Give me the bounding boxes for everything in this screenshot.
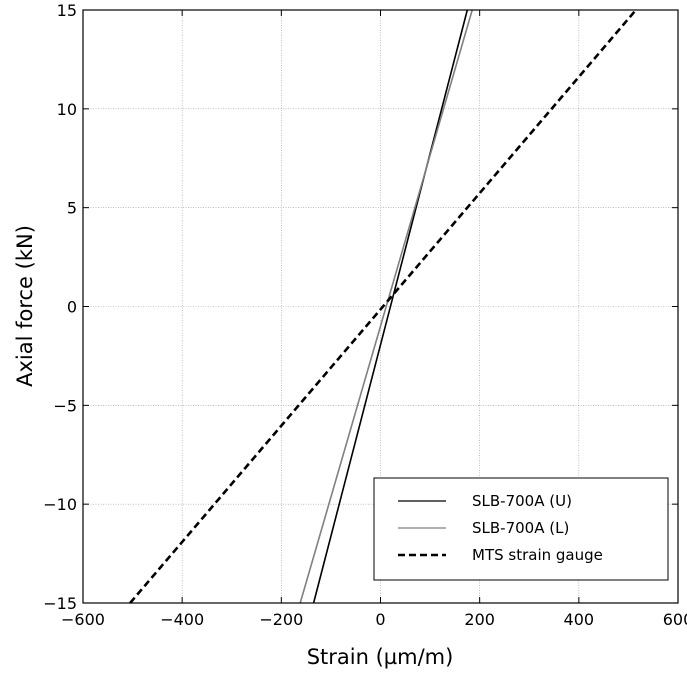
series-group xyxy=(129,9,637,604)
x-axis-title: Strain (µm/m) xyxy=(307,645,454,669)
x-tick-label: 400 xyxy=(564,610,595,629)
x-tick-label: 200 xyxy=(464,610,495,629)
ticks xyxy=(82,9,679,604)
series-line-1 xyxy=(299,9,473,604)
y-axis-title: Axial force (kN) xyxy=(13,225,37,387)
legend: SLB-700A (U) SLB-700A (L) MTS strain gau… xyxy=(373,477,669,581)
legend-box xyxy=(373,477,669,581)
y-tick-label: 0 xyxy=(67,298,77,317)
series-line-2 xyxy=(129,9,637,604)
y-tick-label: −15 xyxy=(43,594,77,613)
y-tick-label: 5 xyxy=(67,199,77,218)
x-tick-label: −400 xyxy=(160,610,204,629)
legend-label-mts: MTS strain gauge xyxy=(472,546,603,564)
legend-label-lower: SLB-700A (L) xyxy=(472,519,569,537)
y-tick-label: 10 xyxy=(57,100,77,119)
x-tick-label: 0 xyxy=(375,610,385,629)
y-tick-label: −10 xyxy=(43,495,77,514)
x-tick-label: −200 xyxy=(259,610,303,629)
series-line-0 xyxy=(312,9,469,604)
y-tick-label: −5 xyxy=(53,396,77,415)
y-tick-label: 15 xyxy=(57,1,77,20)
legend-label-upper: SLB-700A (U) xyxy=(472,492,572,510)
x-tick-label: −600 xyxy=(61,610,105,629)
x-tick-label: 600 xyxy=(663,610,687,629)
tick-labels: −600 −400 −200 0 200 400 600 −15 −10 −5 0 5 10 15 xyxy=(43,1,687,629)
